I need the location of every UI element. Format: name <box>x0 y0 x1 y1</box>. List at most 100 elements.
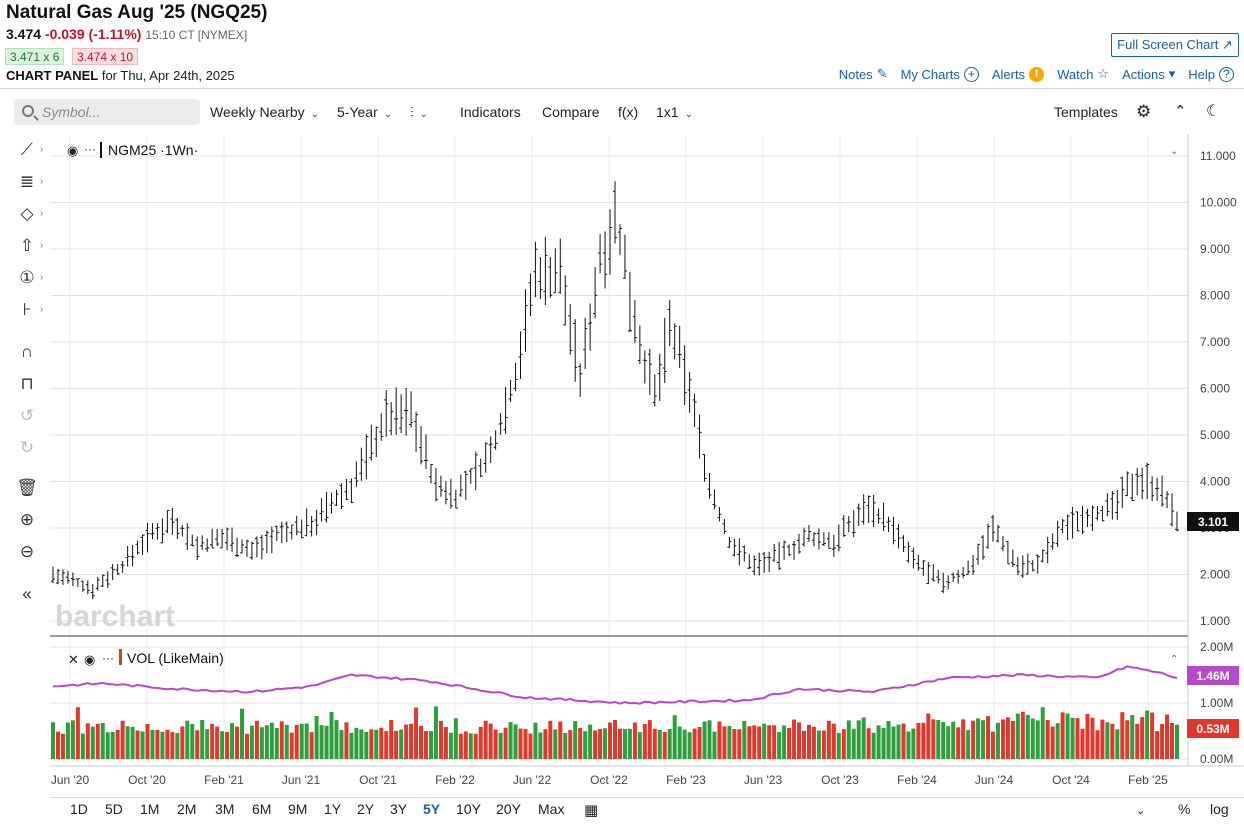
volume-bar <box>1020 711 1025 759</box>
watch-link[interactable]: Watch ☆ <box>1057 66 1109 82</box>
interval-dropdown[interactable]: Weekly Nearby ⌄ <box>210 96 319 128</box>
volume-axis: 0.00M 1.00M 2.00M <box>1200 640 1233 766</box>
volume-bar <box>662 731 667 759</box>
volume-bar <box>140 731 145 759</box>
volume-bar <box>468 733 473 759</box>
indicators-button[interactable]: Indicators <box>460 104 521 120</box>
compare-button[interactable]: Compare <box>542 104 600 120</box>
annotation-tool-icon[interactable]: ① › <box>19 268 44 287</box>
volume-bar <box>384 731 389 759</box>
volume-bar <box>593 730 598 759</box>
redo-icon[interactable]: ↻ <box>19 438 35 457</box>
more-dots-icon[interactable]: ··· <box>102 651 114 665</box>
chevron-down-icon[interactable]: ⌄ <box>1136 805 1146 817</box>
chart-area[interactable]: barchart 1.0002.0003.0004.0005.0006.0007… <box>50 134 1244 794</box>
fib-tool-icon[interactable]: ≣ › <box>19 172 44 191</box>
actions-menu[interactable]: Actions ▾ <box>1122 66 1175 82</box>
period-label: 5-Year <box>337 104 378 120</box>
unlock-icon[interactable]: ⊓ <box>20 374 34 393</box>
volume-bar <box>399 729 404 759</box>
chart-type-dropdown[interactable]: ⫶ ⌄ <box>410 96 428 128</box>
price-tick-label: 9.000 <box>1200 242 1230 256</box>
function-button[interactable]: f(x) <box>618 104 639 120</box>
range-2m[interactable]: 2M <box>177 801 197 817</box>
trendline-tool-icon[interactable]: ⟋ › <box>21 140 44 159</box>
range-2y[interactable]: 2Y <box>357 801 375 817</box>
measure-tool-icon[interactable]: ⊦ › <box>22 300 44 319</box>
settings-gear-icon[interactable]: ⚙ <box>1136 102 1152 121</box>
close-icon[interactable]: ✕ <box>68 652 79 667</box>
zoom-in-icon[interactable]: ⊕ <box>19 510 35 529</box>
eye-icon[interactable]: ◉ <box>67 143 78 158</box>
volume-bar <box>647 720 652 759</box>
volume-bar <box>65 722 70 759</box>
arrow-tool-icon[interactable]: ⇧ › <box>19 236 44 255</box>
range-1y[interactable]: 1Y <box>324 801 342 817</box>
range-10y[interactable]: 10Y <box>456 801 481 817</box>
collapse-sidebar-icon[interactable]: « <box>22 584 32 603</box>
range-1m[interactable]: 1M <box>140 801 160 817</box>
volume-bar <box>334 720 339 759</box>
collapse-icon[interactable]: ⌃ <box>1174 103 1187 120</box>
my-charts-link[interactable]: My Charts + <box>901 66 979 82</box>
volume-bar <box>990 731 995 759</box>
legend-collapse-icon[interactable]: ⌃ <box>1170 654 1178 665</box>
range-9m[interactable]: 9M <box>288 801 308 817</box>
volume-bar <box>528 733 533 759</box>
volume-bar <box>1135 723 1140 759</box>
dark-mode-moon-icon[interactable]: ☾ <box>1206 103 1221 120</box>
full-screen-chart-button[interactable]: Full Screen Chart ↗ <box>1111 33 1239 57</box>
volume-bar <box>986 716 991 759</box>
volume-bar <box>304 723 309 759</box>
eye-icon[interactable]: ◉ <box>84 652 95 667</box>
volume-bar <box>438 720 443 759</box>
range-5y[interactable]: 5Y <box>423 801 441 817</box>
zoom-out-icon[interactable]: ⊖ <box>19 542 35 561</box>
period-dropdown[interactable]: 5-Year ⌄ <box>337 96 392 128</box>
magnet-icon[interactable]: ∩ <box>20 342 34 361</box>
volume-bar <box>826 720 831 759</box>
volume-bar <box>538 732 543 759</box>
more-dots-icon[interactable]: ··· <box>84 142 96 156</box>
volume-bar <box>692 728 697 759</box>
range-max[interactable]: Max <box>538 801 565 817</box>
log-toggle[interactable]: log <box>1210 801 1229 817</box>
calendar-icon[interactable]: ▦ <box>584 802 599 819</box>
volume-bar <box>394 730 399 759</box>
shape-tool-icon[interactable]: ◇ › <box>20 204 44 223</box>
volume-bar <box>458 733 463 759</box>
volume-bar <box>195 730 200 759</box>
range-3y[interactable]: 3Y <box>390 801 408 817</box>
volume-bar <box>1080 728 1085 759</box>
notes-link[interactable]: Notes ✎ <box>839 66 888 82</box>
volume-bars <box>51 706 1179 759</box>
range-3m[interactable]: 3M <box>215 801 235 817</box>
trash-icon[interactable]: 🗑 <box>16 478 38 497</box>
templates-button[interactable]: Templates <box>1054 104 1118 120</box>
range-6m[interactable]: 6M <box>252 801 272 817</box>
volume-bar <box>881 728 886 759</box>
percent-toggle[interactable]: % <box>1178 801 1191 817</box>
layout-dropdown[interactable]: 1x1 ⌄ <box>656 96 693 128</box>
chart-panel-label: CHART PANEL for Thu, Apr 24th, 2025 <box>6 68 235 83</box>
time-tick-label: Jun '23 <box>744 773 783 787</box>
time-tick-label: Jun '20 <box>51 773 90 787</box>
symbol-search-input[interactable]: Symbol... <box>14 99 200 125</box>
legend-collapse-icon[interactable]: ⌄ <box>1170 146 1178 157</box>
volume-bar <box>1050 726 1055 759</box>
range-20y[interactable]: 20Y <box>496 801 521 817</box>
volume-bar <box>702 721 707 759</box>
range-5d[interactable]: 5D <box>105 801 123 817</box>
volume-bar <box>583 731 588 759</box>
undo-icon[interactable]: ↺ <box>19 406 35 425</box>
volume-bar <box>175 732 180 759</box>
volume-bar <box>319 725 324 759</box>
volume-bar <box>339 730 344 759</box>
volume-bar <box>568 730 573 759</box>
series-legend: NGM25 ·1Wn· <box>108 142 198 158</box>
alerts-link[interactable]: Alerts! <box>992 66 1045 82</box>
volume-bar <box>100 722 105 759</box>
range-1d[interactable]: 1D <box>70 801 88 817</box>
help-link[interactable]: Help? <box>1188 66 1234 82</box>
volume-bar <box>379 727 384 759</box>
